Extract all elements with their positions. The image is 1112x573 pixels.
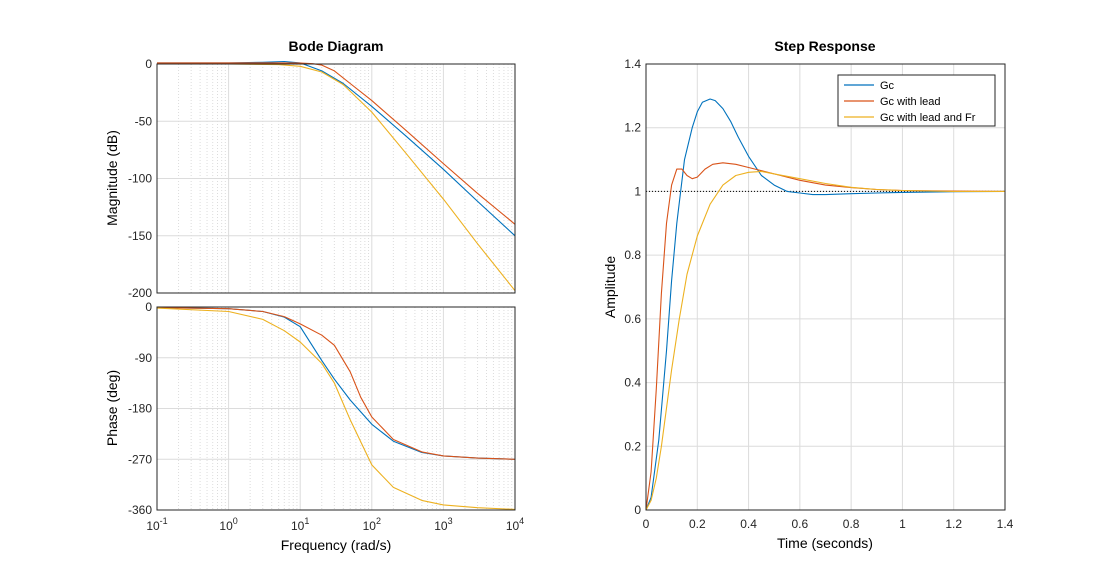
frequency-tick-label: 104 <box>506 516 524 533</box>
step-line-gc-with-lead-and-fr <box>645 170 1005 511</box>
legend-label-gc: Gc <box>880 80 895 92</box>
step-title: Step Response <box>774 38 875 54</box>
phase-ylabel: Phase (deg) <box>104 370 120 446</box>
step-line-gc <box>645 98 1006 511</box>
frequency-tick-label: 102 <box>363 516 381 533</box>
phase-y-tick-label: -270 <box>128 452 152 466</box>
step-xlabel: Time (seconds) <box>777 535 873 551</box>
step-x-tick-label: 0 <box>643 517 650 531</box>
bode-magnitude-axes: 0 -50 -100 -150 -200 <box>128 57 516 300</box>
step-y-ticks: 0 0.2 0.4 0.6 0.8 1 1.2 1.4 <box>624 57 641 517</box>
step-y-tick-label: 1.2 <box>624 121 641 135</box>
frequency-xlabel: Frequency (rad/s) <box>281 537 391 553</box>
phase-line-gc-with-lead <box>156 307 516 460</box>
phase-lines <box>156 307 516 510</box>
magnitude-line-gc-with-lead <box>157 62 516 225</box>
phase-y-ticks: 0 -90 -180 -270 -360 <box>128 300 152 517</box>
step-x-tick-label: 0.2 <box>689 517 706 531</box>
step-x-tick-label: 0.6 <box>792 517 809 531</box>
step-y-tick-label: 0.6 <box>624 312 641 326</box>
frequency-tick-label: 103 <box>434 516 452 533</box>
step-x-tick-label: 0.8 <box>843 517 860 531</box>
frequency-tick-label: 100 <box>219 516 237 533</box>
phase-y-tick-label: -360 <box>128 503 152 517</box>
step-y-tick-label: 0.2 <box>624 439 641 453</box>
legend-label-gc-with-lead-and-fr: Gc with lead and Fr <box>880 112 976 124</box>
magnitude-y-tick-label: -150 <box>128 229 152 243</box>
phase-y-tick-label: -180 <box>128 402 152 416</box>
step-response-axes: 0 0.2 0.4 0.6 0.8 1 1.2 1.4 0 0.2 0.4 0.6 0.8 1 1.2 1.… <box>624 57 1013 531</box>
magnitude-y-tick-label: -200 <box>128 286 152 300</box>
phase-frame <box>156 306 516 511</box>
step-x-tick-label: 1.2 <box>945 517 962 531</box>
phase-y-tick-label: 0 <box>145 300 152 314</box>
step-y-tick-label: 1 <box>634 184 641 198</box>
magnitude-ylabel: Magnitude (dB) <box>104 130 120 226</box>
phase-y-tick-label: -90 <box>135 351 153 365</box>
step-y-tick-label: 0.4 <box>624 376 641 390</box>
step-lines <box>645 98 1006 511</box>
phase-line-gc-with-lead-and-fr <box>156 307 516 510</box>
legend-label-gc-with-lead: Gc with lead <box>880 96 941 108</box>
legend[interactable]: Gc Gc with lead Gc with lead and Fr <box>837 74 996 127</box>
step-x-tick-label: 0.4 <box>740 517 757 531</box>
frequency-x-ticks: 10-1 100 101 102 103 104 <box>146 516 524 533</box>
magnitude-y-tick-label: -100 <box>128 172 152 186</box>
magnitude-y-tick-label: -50 <box>135 114 153 128</box>
step-ylabel: Amplitude <box>602 256 618 318</box>
frequency-tick-label: 101 <box>291 516 309 533</box>
step-y-tick-label: 0 <box>634 503 641 517</box>
step-frame <box>645 63 1006 511</box>
step-y-tick-label: 0.8 <box>624 248 641 262</box>
step-x-tick-label: 1.4 <box>997 517 1014 531</box>
magnitude-frame <box>156 63 516 294</box>
frequency-tick-label: 10-1 <box>146 516 167 533</box>
magnitude-y-ticks: 0 -50 -100 -150 -200 <box>128 57 152 300</box>
bode-title: Bode Diagram <box>289 38 384 54</box>
magnitude-y-tick-label: 0 <box>145 57 152 71</box>
bode-phase-axes: 0 -90 -180 -270 -360 10-1 100 101 102 103 104 <box>128 300 524 533</box>
step-y-tick-label: 1.4 <box>624 57 641 71</box>
step-x-ticks: 0 0.2 0.4 0.6 0.8 1 1.2 1.4 <box>643 517 1014 531</box>
step-x-tick-label: 1 <box>899 517 906 531</box>
